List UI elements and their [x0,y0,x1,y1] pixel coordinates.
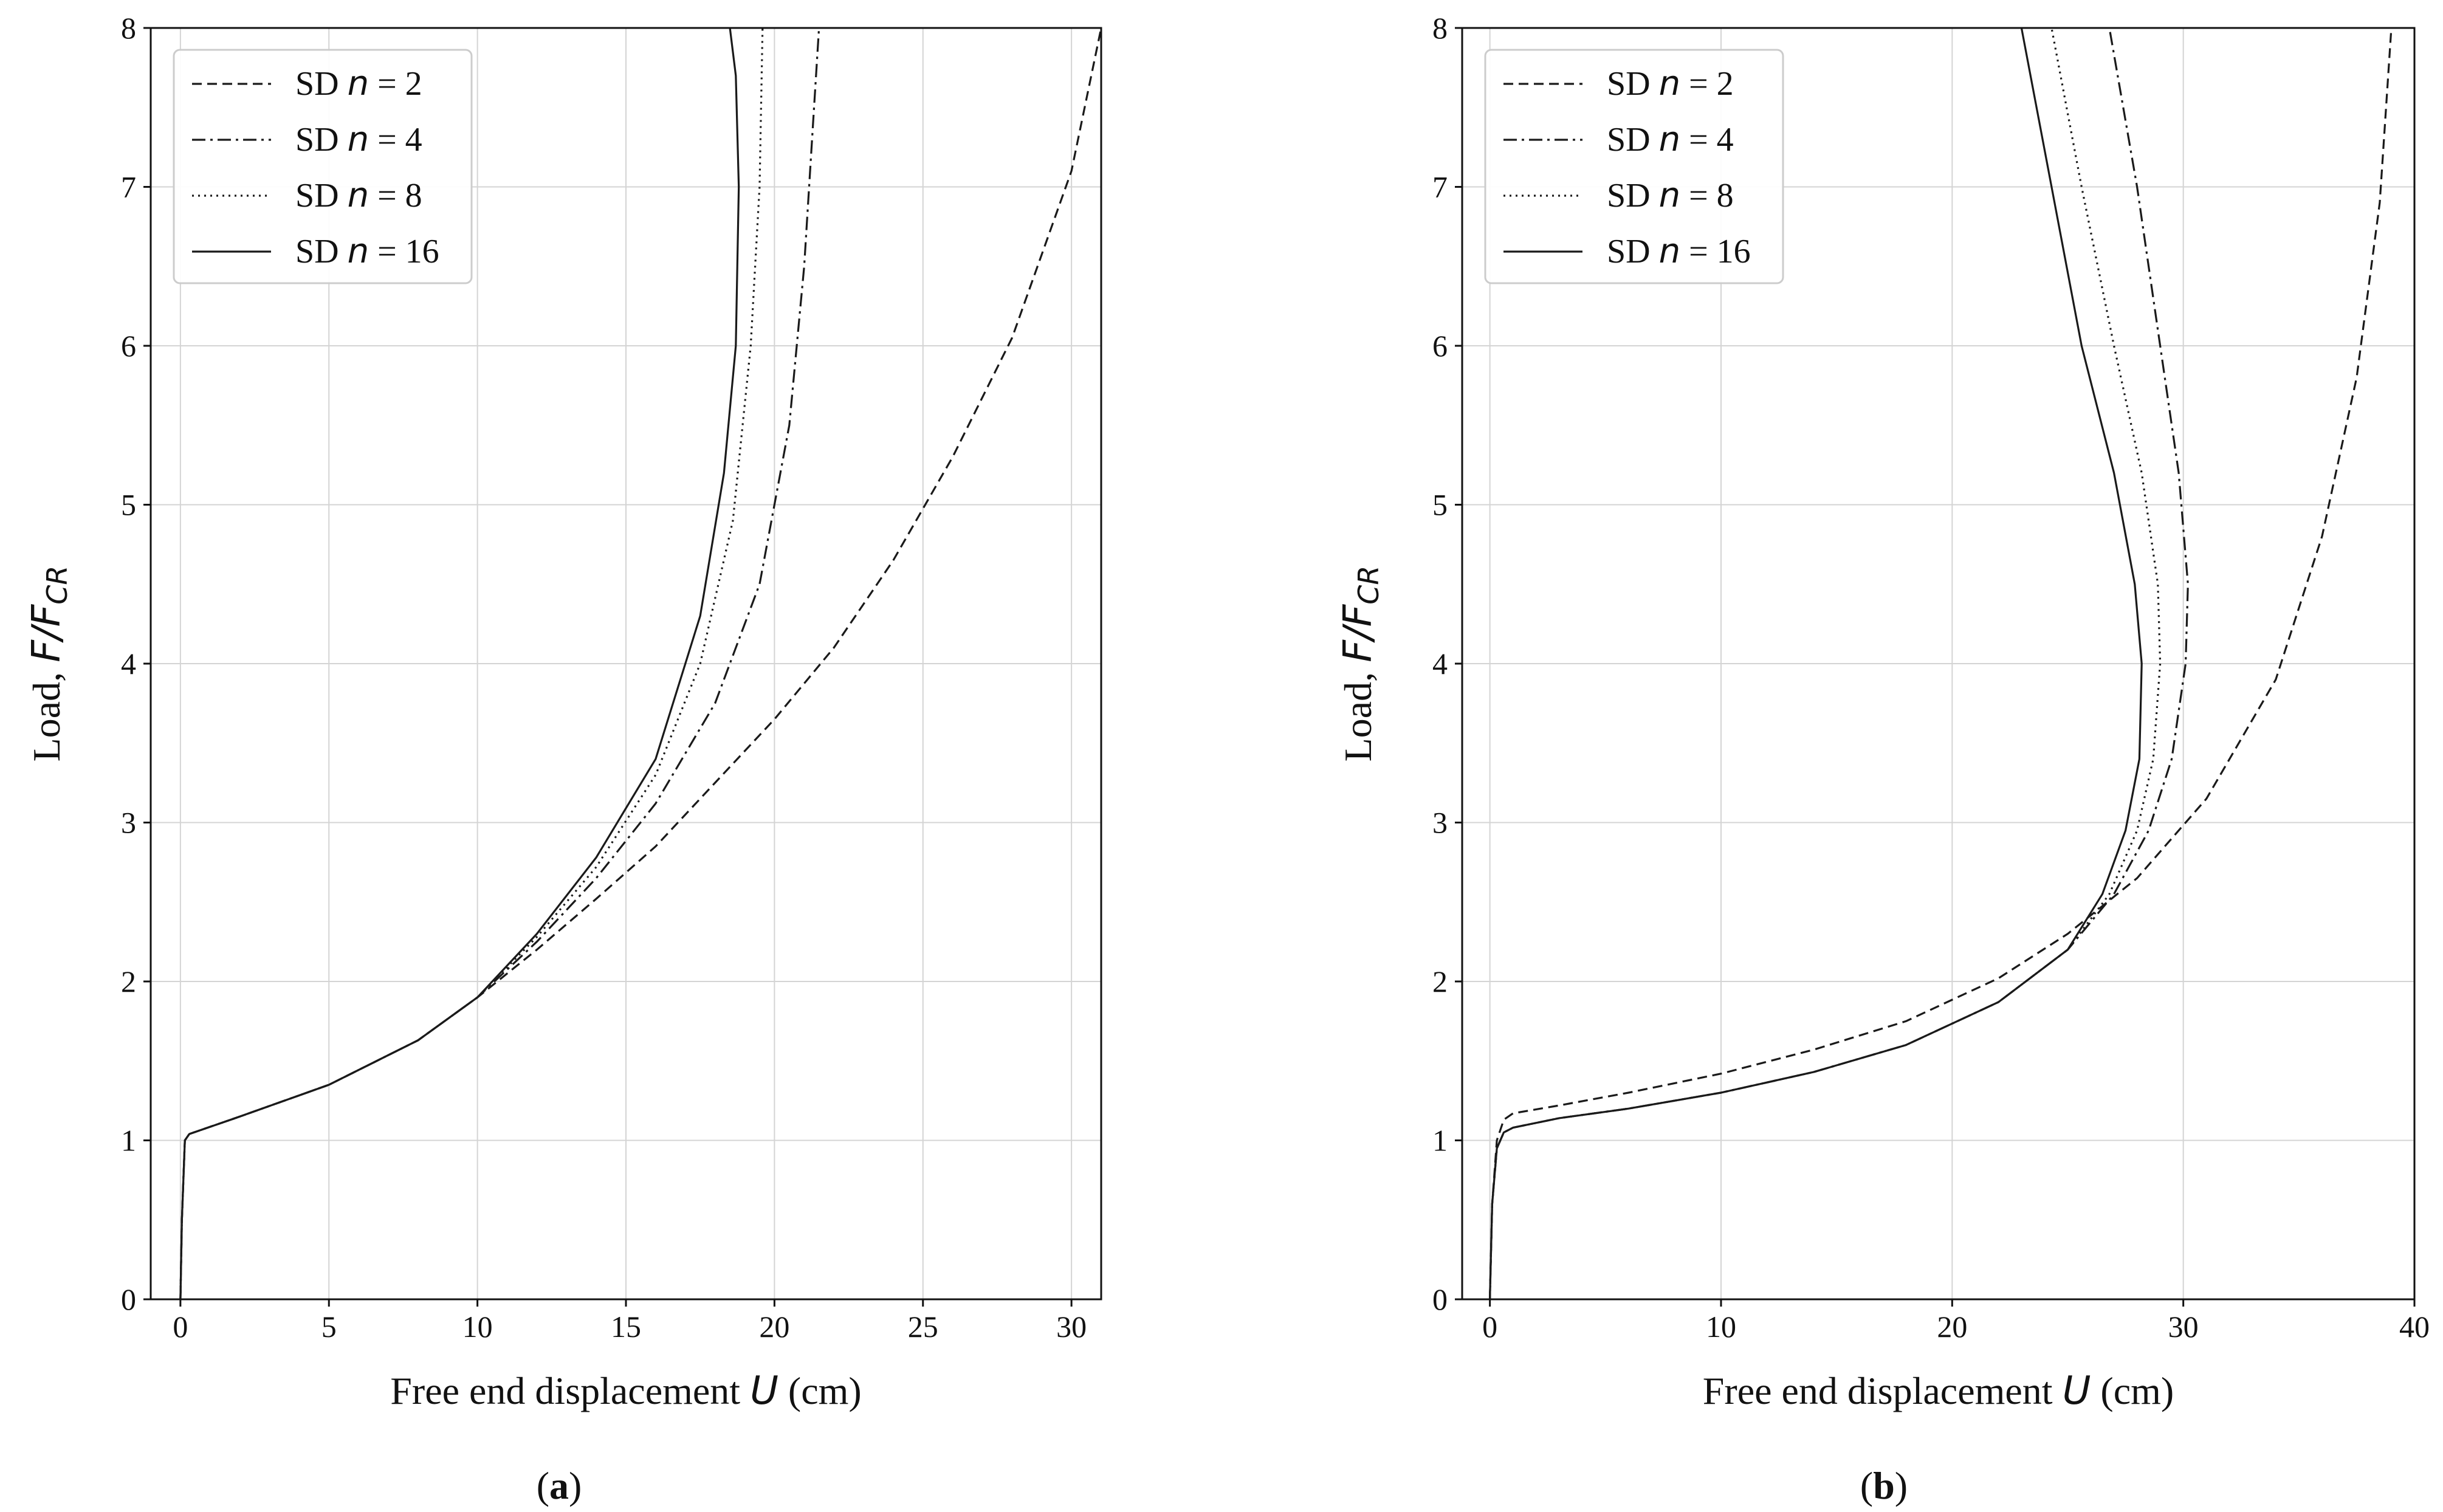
y-tick-label: 6 [1432,329,1448,363]
y-tick-label: 2 [121,964,136,998]
chart-a: 0 5 10 15 20 25 30 0 1 2 3 4 5 6 7 8 Free end displaceme… [24,11,1102,1507]
x-tick-label: 0 [173,1310,188,1344]
y-axis-label: Load, F/FCR [24,566,74,762]
legend-box [1484,49,1784,284]
legend-label: SD n = 16 [1607,232,1751,271]
series-line-n16 [1489,28,2143,1299]
legend-label: SD n = 8 [295,176,422,215]
x-tick-label: 0 [1482,1310,1497,1344]
x-tick-label: 25 [908,1310,938,1344]
y-axis-label: Load, F/FCR [1336,566,1385,762]
x-tick-label: 15 [611,1310,641,1344]
y-tick-label: 5 [121,488,136,522]
panel-caption: (a) [537,1464,582,1507]
x-tick-label: 30 [2168,1310,2199,1344]
legend-label: SD n = 4 [295,120,422,159]
y-tick-label: 7 [121,170,136,204]
chart-b: 0 10 20 30 40 0 1 2 3 4 5 6 7 8 Free end displacement … [1336,11,2430,1507]
y-tick-label: 3 [1432,806,1448,840]
x-tick-label: 10 [462,1310,493,1344]
legend-label: SD n = 16 [295,232,439,271]
series-line-n8 [179,28,764,1299]
x-axis-label: Free end displacement U (cm) [1703,1369,2174,1414]
y-tick-label: 3 [121,806,136,840]
y-tick-label: 0 [1432,1282,1448,1316]
legend-label: SD n = 2 [1607,64,1734,103]
panel-caption: (b) [1860,1464,1908,1507]
y-tick-label: 5 [1432,488,1448,522]
x-axis-label: Free end displacement U (cm) [390,1369,861,1414]
y-tick-label: 6 [121,329,136,363]
y-tick-label: 1 [1432,1124,1448,1158]
x-tick-label: 20 [1937,1310,1967,1344]
legend-label: SD n = 2 [295,64,422,103]
x-tick-label: 5 [321,1310,337,1344]
y-tick-label: 4 [1432,647,1448,681]
y-tick-label: 7 [1432,170,1448,204]
y-tick-label: 2 [1432,964,1448,998]
y-tick-label: 8 [121,11,136,45]
y-tick-label: 1 [121,1124,136,1158]
x-tick-label: 20 [759,1310,789,1344]
legend-label: SD n = 8 [1607,176,1734,215]
x-tick-label: 30 [1056,1310,1087,1344]
legend-box [173,49,473,284]
series-line-n2 [1489,28,2393,1299]
series-line-n2 [179,28,1101,1299]
x-tick-label: 10 [1706,1310,1736,1344]
x-tick-label: 40 [2399,1310,2430,1344]
y-tick-label: 0 [121,1282,136,1316]
legend-label: SD n = 4 [1607,120,1734,159]
y-tick-label: 4 [121,647,136,681]
series-line-n16 [179,28,740,1299]
y-tick-label: 8 [1432,11,1448,45]
